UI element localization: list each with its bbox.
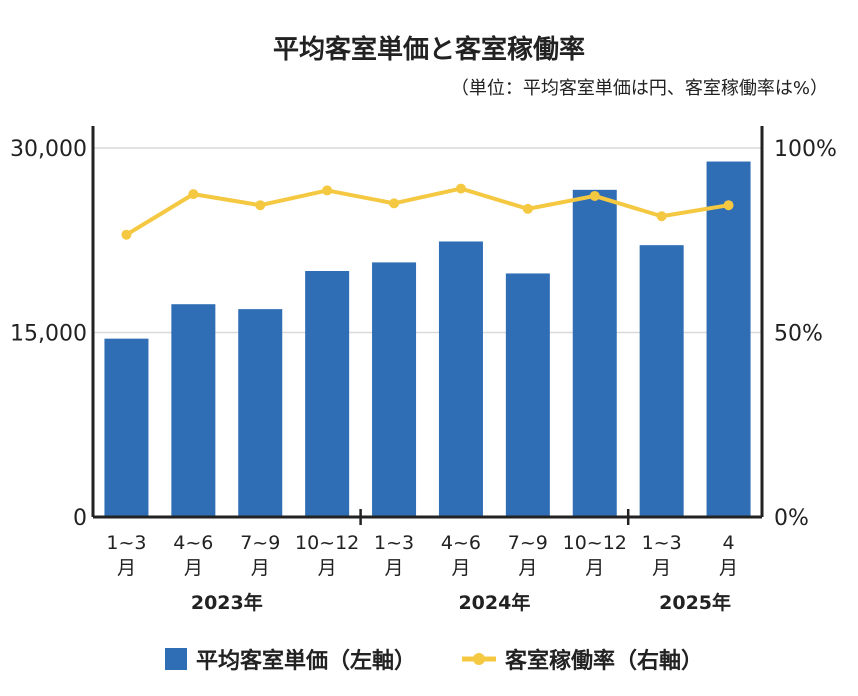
category-label-line2: 月: [518, 557, 537, 579]
legend-line-marker: [473, 653, 485, 665]
category-label-line2: 月: [585, 557, 604, 579]
bar: [305, 271, 350, 517]
y-right-tick-label: 50%: [774, 322, 823, 347]
legend: 平均客室単価（左軸） 客室稼働率（右軸）: [165, 648, 703, 674]
category-labels: 1~3 月 4~6 月 7~9 月 10~12 月 1~3 月 4~6 月 7~9 月 10~12 月 1~3 月…: [106, 532, 738, 579]
category-label-line1: 4~6: [173, 532, 213, 554]
chart-title: 平均客室単価と客室稼働率: [273, 34, 585, 65]
category-label-line1: 10~12: [563, 532, 627, 554]
legend-bar-swatch: [165, 648, 187, 670]
y-right-tick-label: 0%: [774, 506, 809, 531]
line-point: [522, 203, 533, 214]
category-label-line1: 4: [723, 532, 735, 554]
category-label-line1: 7~9: [508, 532, 548, 554]
axes: [91, 126, 764, 525]
bar: [372, 262, 417, 517]
chart-subtitle: （単位：平均客室単価は円、客室稼働率は%）: [451, 78, 828, 99]
year-label: 2024年: [458, 591, 530, 614]
category-label-line1: 4~6: [441, 532, 481, 554]
line-point: [589, 190, 600, 201]
category-label-line2: 月: [318, 557, 337, 579]
category-label-line2: 月: [652, 557, 671, 579]
line-point: [389, 198, 400, 209]
category-label-line1: 7~9: [240, 532, 280, 554]
line-point: [656, 211, 667, 222]
year-labels: 2023年 2024年 2025年: [191, 591, 731, 614]
legend-bar-label: 平均客室単価（左軸）: [196, 648, 416, 674]
category-label-line2: 月: [117, 557, 136, 579]
y-left-tick-label: 0: [73, 506, 87, 531]
line-point: [322, 185, 333, 196]
bar: [104, 338, 149, 517]
bar-series: [104, 161, 751, 518]
y-left-tick-label: 30,000: [10, 137, 87, 162]
line-point: [455, 183, 466, 194]
line-point: [188, 189, 199, 200]
line-series: [121, 183, 734, 240]
y-left-tick-label: 15,000: [10, 322, 87, 347]
year-label: 2023年: [191, 591, 263, 614]
category-label-line2: 月: [719, 557, 738, 579]
bar: [706, 161, 751, 517]
bar: [572, 189, 617, 517]
bar: [438, 241, 483, 518]
year-label: 2025年: [659, 591, 731, 614]
category-label-line1: 10~12: [295, 532, 359, 554]
line-point: [723, 200, 734, 211]
category-label-line1: 1~3: [374, 532, 414, 554]
bar: [505, 273, 550, 517]
bar: [171, 304, 216, 517]
category-label-line1: 1~3: [106, 532, 146, 554]
category-label-line2: 月: [251, 557, 270, 579]
category-label-line2: 月: [184, 557, 203, 579]
category-label-line2: 月: [385, 557, 404, 579]
line-point: [255, 200, 266, 211]
tick-labels: 0 15,000 30,000 0% 50% 100%: [10, 137, 837, 531]
category-label-line2: 月: [451, 557, 470, 579]
line-path: [125, 186, 729, 237]
line-point: [121, 229, 132, 240]
category-label-line1: 1~3: [642, 532, 682, 554]
bar: [639, 245, 684, 518]
legend-line-label: 客室稼働率（右軸）: [505, 648, 703, 674]
bar: [238, 309, 283, 517]
y-right-tick-label: 100%: [774, 137, 837, 162]
